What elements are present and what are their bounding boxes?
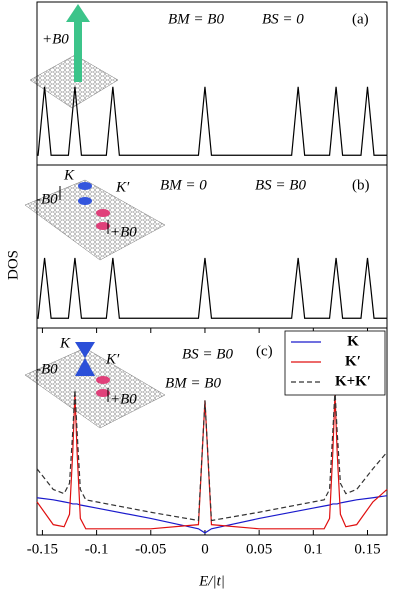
inset-a [29,4,119,109]
legend-label: K+K′ [335,373,371,389]
annotation: BM = B0 [168,11,224,27]
x-tick-label: 0 [201,541,209,557]
annotation: K′ [105,351,120,367]
annotation: BS = B0 [182,346,233,362]
panel-label: (c) [256,343,273,359]
annotation: +B0 [110,224,137,240]
x-tick-label: -0.15 [27,541,58,557]
annotation: BS = 0 [262,11,304,27]
inset-b [24,179,166,261]
annotation: K′ [115,179,130,195]
panel-label: (a) [352,11,369,27]
annotation: BM = 0 [160,177,207,193]
annotation: +B0 [42,31,69,47]
annotation: K [59,335,71,351]
panel-label: (b) [352,177,370,193]
annotation: K [63,167,75,183]
annotation: BM = B0 [165,375,221,391]
series-line [36,390,388,522]
series-line [37,257,387,319]
annotation: BS = B0 [255,177,306,193]
x-tick-label: -0.1 [85,541,109,557]
x-tick-label: -0.05 [135,541,166,557]
series-line [37,86,387,156]
annotation: -B0 [36,361,58,377]
x-tick-label: 0.15 [354,541,380,557]
annotation: -B0 [36,191,58,207]
inset-c [24,342,166,429]
annotation: +B0 [110,391,137,407]
legend-label: K [347,333,359,349]
series-line [36,495,388,534]
legend-label: K′ [345,353,361,369]
x-tick-label: 0.1 [304,541,323,557]
x-axis-label: E/|t| [198,573,225,589]
y-axis-label: DOS [5,250,21,280]
x-tick-label: 0.05 [246,541,272,557]
plot-frame [36,327,388,536]
